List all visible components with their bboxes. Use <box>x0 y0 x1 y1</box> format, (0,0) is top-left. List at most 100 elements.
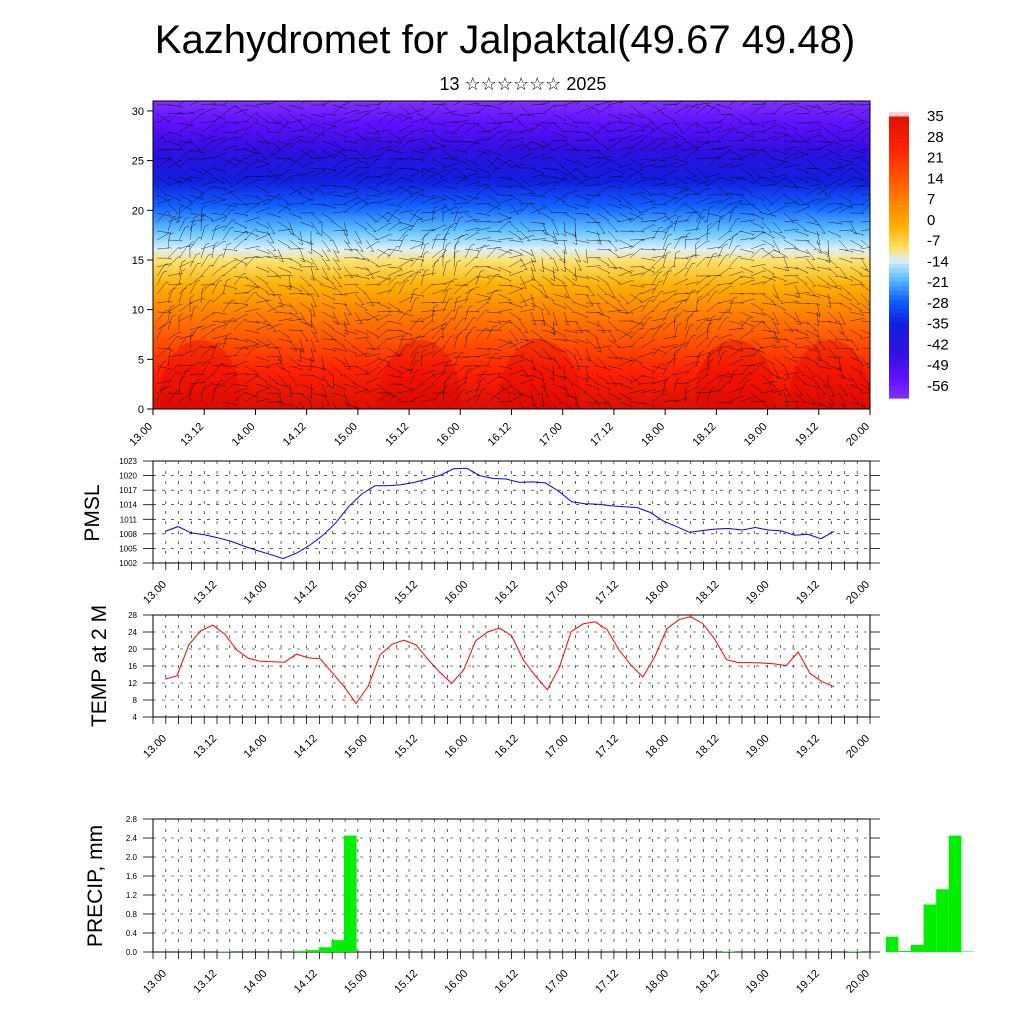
colorbar-cell <box>889 263 909 270</box>
x-tick-label: 18.12 <box>691 421 719 449</box>
y-tick-label: 24 <box>128 628 137 637</box>
colorbar-cell <box>889 268 909 274</box>
y-tick-label: 20 <box>132 205 144 217</box>
x-tick-label: 16.12 <box>486 421 514 449</box>
x-tick-label: 14.12 <box>292 968 320 996</box>
colorbar-label: -21 <box>927 274 949 291</box>
x-tick-label: 20.00 <box>844 579 872 607</box>
colorbar-cell <box>889 272 909 278</box>
colorbar-cell <box>889 362 909 368</box>
colorbar-cell <box>889 134 909 140</box>
x-tick-label: 15.12 <box>383 421 411 449</box>
colorbar-cell <box>889 322 909 328</box>
colorbar: 35 28 21 14 7 0 -7 -14 -21 -28 -35 -42 -49 -56 <box>889 108 949 399</box>
colorbar-label: -35 <box>927 316 949 333</box>
colorbar-cell <box>889 241 909 247</box>
colorbar-cell <box>889 295 909 301</box>
precip-bar <box>293 951 307 952</box>
colorbar-cell <box>889 120 909 127</box>
colorbar-label: 0 <box>927 212 935 229</box>
colorbar-label: -56 <box>927 378 949 395</box>
y-tick-label: 28 <box>128 611 137 620</box>
colorbar-label: -49 <box>927 357 949 374</box>
cross-section-panel: 0 5 10 15 20 25 30 13.00 13.12 14.00 14.12 15.00 15… <box>127 100 872 449</box>
colorbar-cell <box>889 219 909 225</box>
x-tick-label: 14.12 <box>281 421 309 449</box>
colorbar-label: -14 <box>927 253 949 270</box>
y-tick-label: 15 <box>132 255 144 267</box>
x-tick-label: 14.12 <box>292 579 320 607</box>
colorbar-cell <box>889 187 909 194</box>
y-tick-label: 30 <box>132 106 144 118</box>
colorbar-cell <box>889 250 909 256</box>
colorbar-cell <box>889 246 909 252</box>
x-tick-label: 15.00 <box>342 733 370 761</box>
colorbar-label: 14 <box>927 170 944 187</box>
x-tick-label: 15.12 <box>392 579 420 607</box>
temp-panel: 4 8 12 16 20 24 28 13.00 13.12 14.00 14.12 15.00 15… <box>88 605 880 761</box>
x-tick-label: 18.12 <box>694 733 722 761</box>
pmsl-panel: 1002 1005 1008 1011 1014 1017 1020 1023 13.00 13… <box>81 457 880 607</box>
pmsl-series-line <box>164 467 835 560</box>
y-tick-label: 25 <box>132 156 144 168</box>
x-tick-label: 13.12 <box>191 733 219 761</box>
y-tick-label: 2.4 <box>126 834 138 843</box>
colorbar-cell <box>889 112 909 118</box>
y-tick-label: 1002 <box>119 559 137 568</box>
x-tick-label: 18.00 <box>643 733 671 761</box>
colorbar-cell <box>889 174 909 180</box>
precip-axis-label: PRECIP, mm <box>84 825 107 947</box>
colorbar-cell <box>889 237 909 243</box>
y-tick-label: 4 <box>133 713 138 722</box>
colorbar-cell <box>889 344 909 350</box>
x-tick-label: 15.00 <box>342 579 370 607</box>
colorbar-cell <box>889 353 909 359</box>
x-tick-label: 16.12 <box>493 968 521 996</box>
colorbar-cell <box>889 156 909 162</box>
y-tick-label: 1.6 <box>126 872 138 881</box>
y-tick-label: 0.8 <box>126 910 138 919</box>
colorbar-cell <box>889 116 909 122</box>
x-tick-label: 17.12 <box>593 733 621 761</box>
y-tick-label: 20 <box>128 645 137 654</box>
x-tick-label: 14.00 <box>242 968 270 996</box>
colorbar-cell <box>889 255 909 261</box>
x-tick-label: 16.00 <box>442 968 470 996</box>
colorbar-cell <box>889 330 909 337</box>
x-tick-label: 14.12 <box>292 733 320 761</box>
x-tick-label: 17.00 <box>537 421 565 449</box>
colorbar-cell <box>889 183 909 189</box>
y-tick-label: 1011 <box>120 515 138 524</box>
colorbar-cell <box>889 192 909 198</box>
precip-bar <box>948 835 962 952</box>
precip-bar <box>885 936 899 952</box>
x-tick-label: 17.00 <box>543 733 571 761</box>
colorbar-cell <box>889 214 909 220</box>
y-tick-label: 1005 <box>119 544 137 553</box>
precip-panel: 0.0 0.4 0.8 1.2 1.6 2.0 2.4 2.8 13.00 13.12 14.00… <box>84 815 974 996</box>
colorbar-cell <box>889 371 909 377</box>
colorbar-cell <box>889 317 909 323</box>
x-tick-label: 16.00 <box>442 579 470 607</box>
x-tick-label: 17.12 <box>593 579 621 607</box>
x-tick-label: 20.00 <box>844 968 872 996</box>
colorbar-cell <box>889 389 909 395</box>
y-tick-label: 0.4 <box>126 929 138 938</box>
x-tick-label: 13.00 <box>141 579 169 607</box>
colorbar-cell <box>889 165 909 171</box>
x-tick-label: 19.12 <box>794 579 822 607</box>
colorbar-label: 28 <box>927 129 944 146</box>
colorbar-cell <box>889 196 909 202</box>
y-tick-label: 0 <box>138 404 144 416</box>
colorbar-cell <box>889 393 909 399</box>
wind-barbs <box>156 101 870 409</box>
x-tick-label: 16.00 <box>442 733 470 761</box>
temp-axis-label: TEMP at 2 M <box>88 605 111 727</box>
colorbar-cell <box>889 147 909 153</box>
y-tick-label: 12 <box>128 679 137 688</box>
x-tick-label: 18.12 <box>694 579 722 607</box>
x-tick-label: 19.00 <box>744 733 772 761</box>
x-tick-label: 17.12 <box>588 421 616 449</box>
x-tick-label: 15.00 <box>342 968 370 996</box>
